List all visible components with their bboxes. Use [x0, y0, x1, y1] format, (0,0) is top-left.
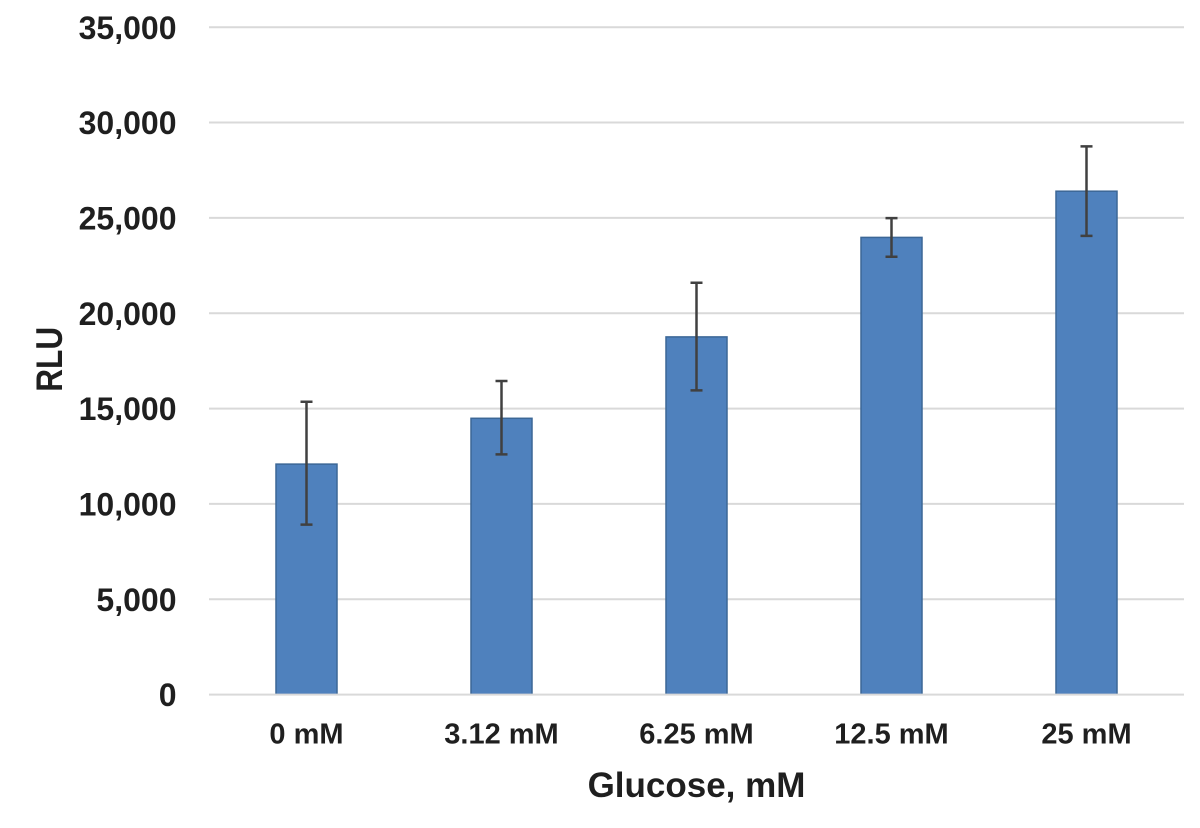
- svg-text:Glucose, mM: Glucose, mM: [588, 766, 806, 805]
- svg-text:RLU: RLU: [29, 327, 70, 392]
- svg-text:30,000: 30,000: [79, 105, 177, 141]
- svg-text:20,000: 20,000: [79, 296, 177, 332]
- svg-text:10,000: 10,000: [79, 487, 177, 523]
- svg-text:3.12 mM: 3.12 mM: [444, 718, 558, 750]
- svg-text:0 mM: 0 mM: [269, 718, 343, 750]
- svg-text:6.25 mM: 6.25 mM: [639, 718, 753, 750]
- svg-text:25 mM: 25 mM: [1041, 718, 1131, 750]
- svg-text:15,000: 15,000: [79, 391, 177, 427]
- svg-text:35,000: 35,000: [79, 10, 177, 46]
- svg-text:25,000: 25,000: [79, 201, 177, 237]
- svg-text:5,000: 5,000: [96, 582, 176, 618]
- svg-text:0: 0: [159, 677, 177, 713]
- svg-text:12.5 mM: 12.5 mM: [834, 718, 948, 750]
